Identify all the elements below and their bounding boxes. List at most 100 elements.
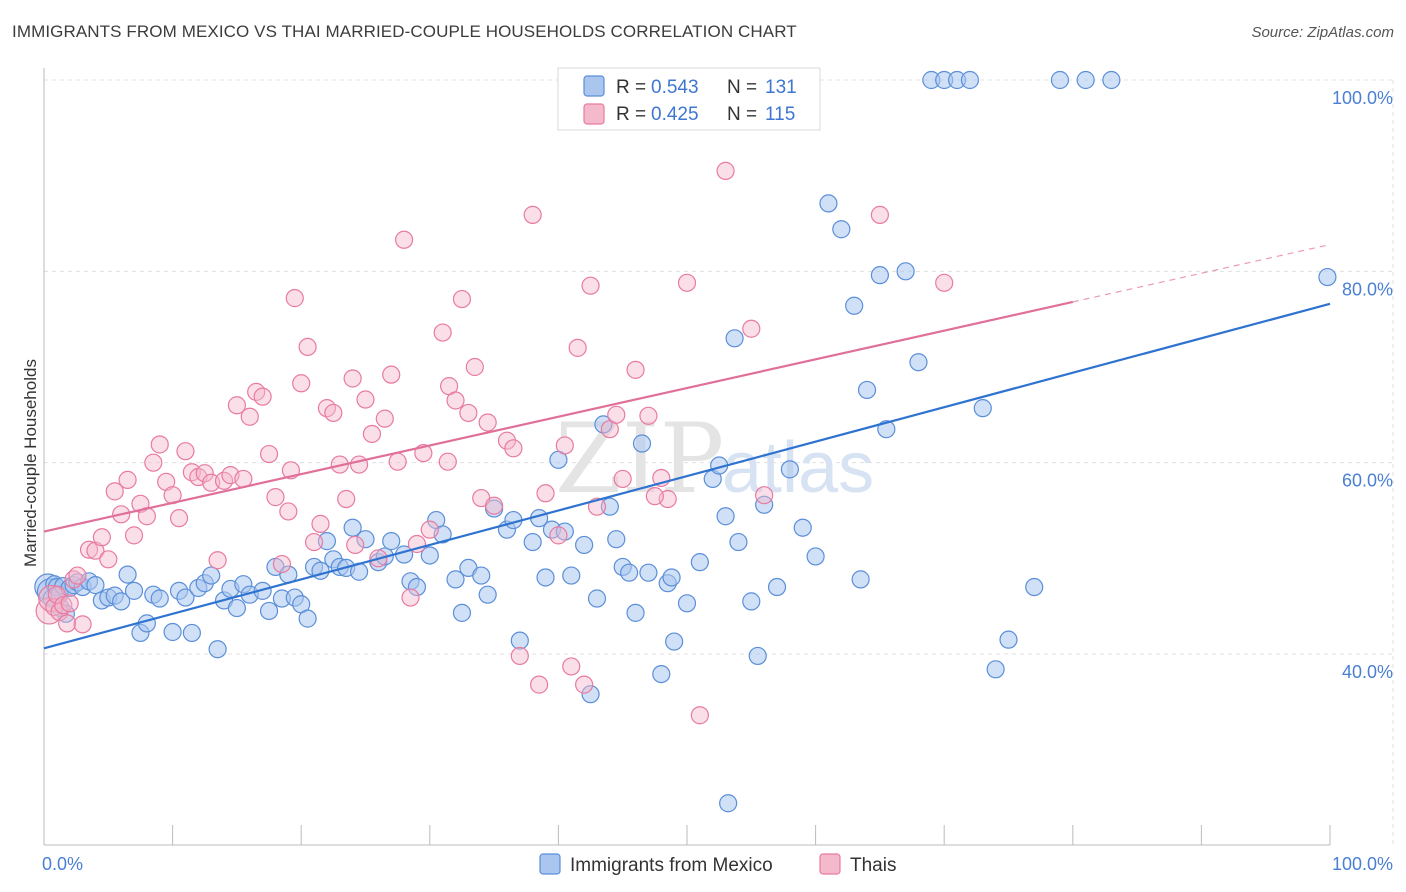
point-mexico bbox=[452, 603, 472, 622]
point-mexico bbox=[124, 581, 144, 600]
point-thais bbox=[465, 357, 484, 377]
point-thais bbox=[870, 205, 890, 224]
point-thais bbox=[349, 455, 369, 474]
point-mexico bbox=[1102, 70, 1121, 90]
point-mexico bbox=[857, 380, 877, 400]
point-mexico bbox=[118, 565, 137, 584]
point-mexico bbox=[1318, 267, 1337, 287]
watermark-zip: ZIP bbox=[555, 403, 724, 515]
trend-line-mexico bbox=[43, 302, 1331, 650]
point-mexico bbox=[662, 568, 681, 587]
point-mexico bbox=[832, 220, 851, 239]
point-thais bbox=[626, 360, 645, 379]
point-thais bbox=[298, 337, 317, 357]
point-thais bbox=[195, 464, 214, 483]
point-mexico bbox=[581, 685, 600, 704]
legend-n-value-1: 131 bbox=[765, 77, 797, 98]
point-mexico bbox=[317, 532, 337, 551]
point-mexico bbox=[845, 296, 864, 315]
point-thais bbox=[677, 273, 697, 292]
point-mexico bbox=[523, 532, 542, 552]
point-thais bbox=[549, 526, 568, 545]
point-thais bbox=[362, 424, 382, 444]
axes bbox=[43, 68, 1331, 846]
point-mexico bbox=[536, 568, 555, 587]
point-thais bbox=[536, 484, 555, 503]
legend-swatch-pink bbox=[583, 103, 605, 125]
point-thais bbox=[478, 413, 497, 432]
series-legend: Immigrants from Mexico Thais bbox=[539, 853, 896, 876]
point-mexico bbox=[870, 266, 890, 285]
point-mexico bbox=[478, 585, 497, 604]
trend-lines bbox=[43, 243, 1331, 650]
trend-line-thais-extension bbox=[1072, 243, 1331, 303]
correlation-legend: R = 0.543 N = 131 R = 0.425 N = 115 bbox=[557, 67, 821, 131]
legend-r-label-2: R = bbox=[616, 104, 646, 125]
point-mexico bbox=[202, 566, 221, 585]
point-thais bbox=[150, 435, 169, 454]
point-mexico bbox=[607, 530, 626, 549]
point-thais bbox=[311, 514, 330, 533]
bottom-legend-label-pink: Thais bbox=[850, 855, 896, 876]
bottom-legend-label-blue: Immigrants from Mexico bbox=[570, 855, 773, 876]
point-thais bbox=[716, 161, 735, 180]
point-mexico bbox=[960, 70, 980, 90]
point-thais bbox=[530, 675, 549, 694]
point-mexico bbox=[896, 262, 915, 281]
point-mexico bbox=[1025, 577, 1044, 597]
point-thais bbox=[337, 489, 356, 509]
legend-r-value-1: 0.543 bbox=[651, 77, 699, 98]
point-mexico bbox=[999, 630, 1018, 649]
y-tick-label-60: 60.0% bbox=[1342, 471, 1393, 491]
point-mexico bbox=[620, 563, 639, 582]
series-thais bbox=[35, 161, 954, 725]
point-mexico bbox=[755, 495, 774, 514]
point-mexico bbox=[639, 563, 658, 582]
point-thais bbox=[124, 526, 144, 545]
point-thais bbox=[510, 646, 529, 666]
legend-r-value-2: 0.425 bbox=[651, 104, 699, 125]
point-mexico bbox=[182, 623, 201, 643]
point-mexico bbox=[806, 547, 825, 566]
point-mexico bbox=[986, 660, 1005, 679]
point-thais bbox=[382, 365, 401, 384]
y-axis-title: Married-couple Households bbox=[21, 359, 40, 567]
point-mexico bbox=[632, 434, 652, 453]
point-thais bbox=[105, 482, 124, 501]
point-mexico bbox=[767, 577, 787, 597]
point-thais bbox=[324, 403, 343, 423]
point-mexico bbox=[793, 518, 812, 537]
trend-line-thais bbox=[43, 300, 1074, 533]
point-thais bbox=[446, 391, 465, 410]
point-mexico bbox=[176, 588, 195, 607]
point-thais bbox=[645, 487, 664, 506]
point-mexico bbox=[510, 631, 529, 650]
point-mexico bbox=[690, 553, 709, 572]
point-thais bbox=[523, 205, 542, 224]
point-mexico bbox=[665, 632, 684, 651]
chart-source: Source: ZipAtlas.com bbox=[1251, 24, 1394, 41]
bottom-legend-swatch-pink bbox=[819, 853, 841, 875]
point-thais bbox=[285, 289, 304, 308]
point-mexico bbox=[446, 570, 465, 589]
legend-n-value-2: 115 bbox=[765, 104, 795, 125]
point-thais bbox=[304, 532, 324, 552]
point-mexico bbox=[407, 577, 427, 597]
point-mexico bbox=[600, 497, 619, 516]
point-thais bbox=[485, 496, 504, 515]
point-thais bbox=[144, 453, 163, 472]
x-tick-labels: 0.0% 100.0% bbox=[42, 854, 1393, 874]
legend-n-label-1: N = bbox=[727, 77, 757, 98]
point-mexico bbox=[652, 664, 671, 684]
point-mexico bbox=[208, 640, 227, 659]
point-mexico bbox=[909, 353, 928, 372]
point-mexico bbox=[472, 566, 491, 585]
point-mexico bbox=[382, 532, 401, 551]
point-mexico bbox=[973, 399, 992, 418]
point-thais bbox=[935, 273, 954, 292]
point-mexico bbox=[150, 589, 169, 608]
point-mexico bbox=[587, 589, 607, 608]
point-mexico bbox=[1050, 70, 1070, 90]
point-mexico bbox=[575, 535, 594, 555]
